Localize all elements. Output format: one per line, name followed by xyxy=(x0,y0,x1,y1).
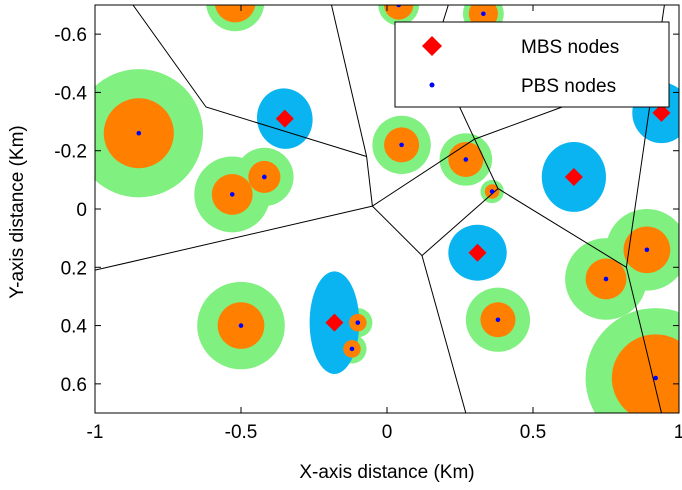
x-tick-label: 0 xyxy=(382,422,393,443)
x-tick-label: 1 xyxy=(674,422,682,443)
cell-boundary-line xyxy=(132,5,367,157)
pbs-node-point xyxy=(229,192,235,197)
cell-boundary-line xyxy=(474,106,563,140)
pbs-node-point xyxy=(644,247,650,253)
pbs-node-point xyxy=(262,174,267,180)
pbs-node-point xyxy=(349,346,355,352)
pbs-inner-region xyxy=(611,334,679,413)
y-tick-label: 0.2 xyxy=(61,258,87,279)
x-tick-label: -1 xyxy=(87,422,104,443)
pbs-node-point xyxy=(489,189,495,194)
x-tick-label: -0.5 xyxy=(225,422,258,443)
mbs-node-point xyxy=(652,103,671,122)
cell-boundary-line xyxy=(95,205,373,271)
pbs-node-point xyxy=(399,142,404,148)
x-axis-title: X-axis distance (Km) xyxy=(299,462,474,483)
y-axis-title: Y-axis distance (Km) xyxy=(7,125,28,299)
mbs-node-point xyxy=(468,243,487,262)
cell-boundary-line xyxy=(372,138,475,207)
cell-boundaries xyxy=(95,5,665,413)
y-tick-label: 0.4 xyxy=(61,317,88,338)
y-tick-label: 0.6 xyxy=(61,375,87,396)
pbs-inner-region xyxy=(384,5,414,20)
pbs-node-point xyxy=(233,0,238,4)
mbs-node-point xyxy=(564,167,583,186)
x-tick-label: 0.5 xyxy=(520,422,546,443)
legend-mbs-label: MBS nodes xyxy=(521,37,619,58)
mbs-node-point xyxy=(325,313,344,332)
legend-pbs-marker xyxy=(429,82,435,88)
legend-box xyxy=(394,21,670,108)
pbs-inner-region xyxy=(214,5,256,23)
y-tick-label: -0.4 xyxy=(54,83,87,104)
pbs-node-point xyxy=(481,11,486,17)
pbs-node-point xyxy=(396,5,401,8)
y-tick-label: -0.6 xyxy=(54,25,87,46)
pbs-node-point xyxy=(355,320,361,325)
pbs-node-point xyxy=(238,323,244,328)
pbs-node-point xyxy=(653,375,658,381)
mbs-node-point xyxy=(275,109,294,128)
pbs-node-point xyxy=(495,317,501,323)
legend-mbs-marker xyxy=(422,36,442,56)
legend-pbs-label: PBS nodes xyxy=(521,76,616,97)
pbs-node-point xyxy=(603,276,609,282)
pbs-node-point xyxy=(136,130,142,136)
y-tick-label: -0.2 xyxy=(54,142,87,163)
legend: MBS nodes PBS nodes xyxy=(394,21,670,108)
pbs-node-point xyxy=(463,157,469,162)
node-markers xyxy=(136,0,671,381)
axis-ticks: -1 -0.5 0 0.5 1 -0.6 -0.4 -0.2 0 0.2 0.4 0.6 xyxy=(54,5,682,443)
y-tick-label: 0 xyxy=(76,200,87,221)
